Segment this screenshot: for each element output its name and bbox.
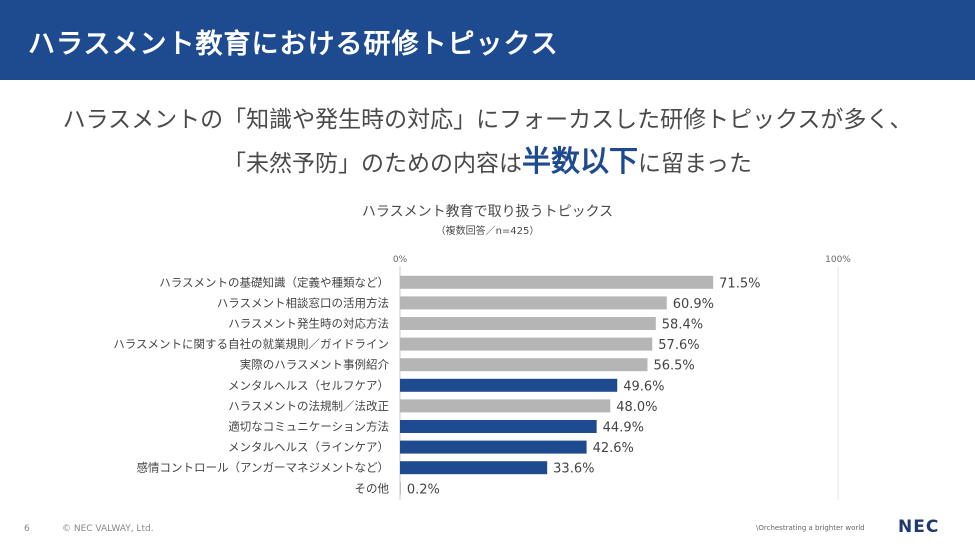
headline-line-1: ハラスメントの「知識や発生時の対応」にフォーカスした研修トピックスが多く、: [62, 107, 913, 133]
category-label: 感情コントロール（アンガーマネジメントなど）: [136, 461, 389, 475]
chart-subtitle: （複数回答／n=425）: [435, 226, 540, 237]
bar: [400, 358, 648, 372]
value-label: 44.9%: [603, 421, 644, 436]
tagline: \Orchestrating a brighter world: [756, 524, 865, 532]
category-label: ハラスメントの法規制／法改正: [228, 399, 389, 413]
bar: [400, 378, 618, 392]
value-label: 58.4%: [662, 318, 703, 333]
chart-title: ハラスメント教育で取り扱うトピックス: [361, 204, 614, 220]
category-label: メンタルヘルス（ラインケア）: [228, 440, 389, 454]
slide-title: ハラスメント教育における研修トピックス: [28, 29, 559, 60]
value-label: 56.5%: [653, 359, 694, 374]
bar: [400, 317, 656, 330]
copyright: © NEC VALWAY, Ltd.: [62, 524, 154, 534]
headline-emphasis: 半数以下: [521, 144, 638, 178]
slide-header: ハラスメント教育における研修トピックス: [0, 0, 975, 80]
nec-logo: NEC: [898, 517, 940, 537]
value-label: 71.5%: [719, 276, 760, 291]
category-label: ハラスメント相談窓口の活用方法: [217, 296, 389, 310]
value-label: 60.9%: [673, 297, 714, 312]
bar: [400, 481, 401, 495]
category-label: 適切なコミュニケーション方法: [228, 420, 389, 434]
headline-line-2-after: に留まった: [637, 151, 753, 177]
bar: [400, 275, 714, 289]
axis-label-max: 100%: [825, 255, 851, 265]
bar: [400, 420, 597, 433]
category-label: 実際のハラスメント事例紹介: [240, 358, 390, 372]
category-label: ハラスメントの基礎知識（定義や種類など）: [159, 275, 389, 289]
page-number: 6: [24, 524, 30, 534]
category-label: メンタルヘルス（セルフケア）: [228, 378, 389, 392]
value-label: 0.2%: [407, 482, 440, 497]
value-label: 42.6%: [593, 441, 634, 456]
headline-line-2-before: 「未然予防」のための内容は: [222, 151, 522, 177]
category-label: ハラスメントに関する自社の就業規則／ガイドライン: [113, 337, 389, 351]
bar: [400, 337, 653, 351]
value-label: 57.6%: [658, 338, 699, 353]
axis-label-min: 0%: [393, 255, 408, 265]
value-label: 48.0%: [616, 400, 657, 415]
bar: [400, 461, 548, 475]
headline-line-2: 「未然予防」のための内容は半数以下に留まった: [0, 138, 975, 180]
value-label: 49.6%: [623, 379, 664, 394]
category-label: ハラスメント発生時の対応方法: [228, 317, 389, 331]
bar: [400, 440, 587, 454]
value-label: 33.6%: [553, 462, 594, 477]
bar: [400, 399, 611, 413]
category-label: その他: [355, 481, 390, 495]
bar: [400, 296, 667, 310]
